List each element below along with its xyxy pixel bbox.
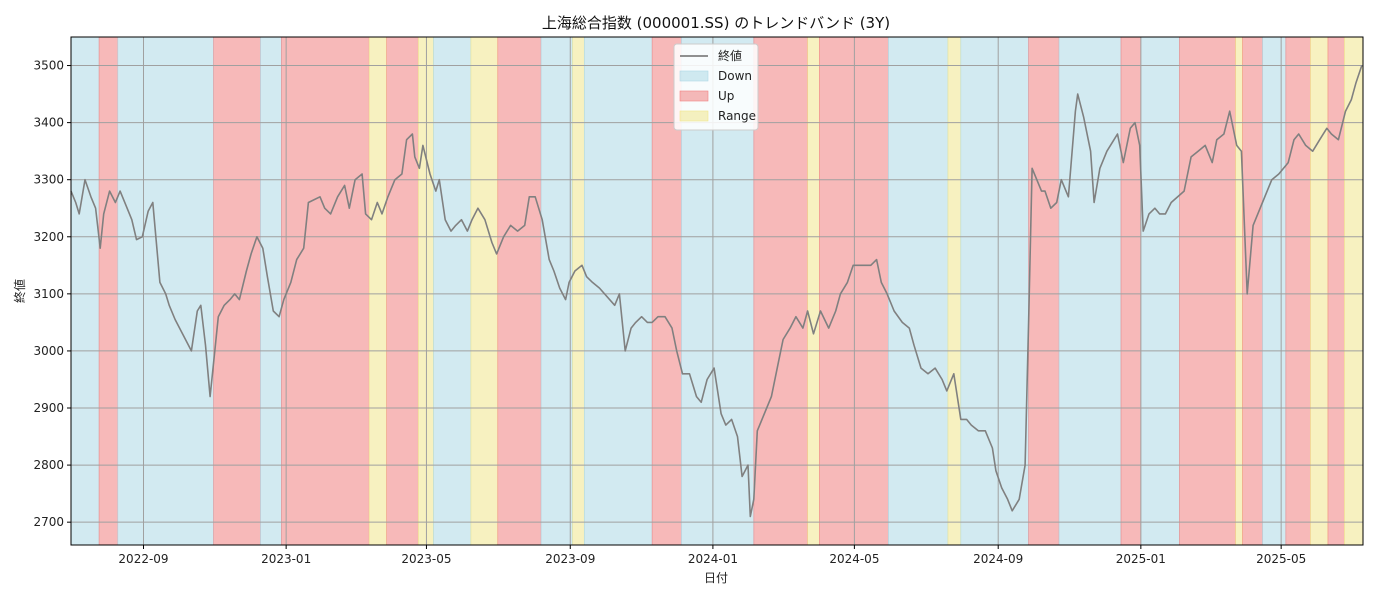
- x-tick-label: 2025-05: [1256, 552, 1306, 566]
- legend-label: Range: [718, 109, 756, 123]
- band-down: [960, 36, 1029, 546]
- band-up: [1179, 36, 1236, 546]
- band-up: [281, 36, 370, 546]
- legend: 終値 Down Up Range: [673, 43, 759, 131]
- band-up: [213, 36, 261, 546]
- x-axis-ticks: 2022-09 2023-01 2023-05 2023-09 2024-01 2024-…: [118, 545, 1306, 566]
- y-tick-label: 3100: [33, 287, 64, 301]
- band-up: [98, 36, 119, 546]
- y-tick-label: 2700: [33, 515, 64, 529]
- band-range: [417, 36, 434, 546]
- band-range: [807, 36, 820, 546]
- band-range: [1235, 36, 1243, 546]
- band-up: [819, 36, 889, 546]
- band-up: [386, 36, 419, 546]
- x-tick-label: 2022-09: [118, 552, 168, 566]
- legend-label: Down: [718, 69, 752, 83]
- legend-swatch-down: [679, 70, 709, 82]
- band-range: [572, 36, 585, 546]
- legend-label: 終値: [718, 48, 742, 63]
- band-down: [1140, 36, 1180, 546]
- band-up: [1120, 36, 1142, 546]
- legend-label: Up: [718, 89, 734, 103]
- series-line: [70, 65, 1363, 518]
- band-down: [583, 36, 653, 546]
- x-tick-label: 2023-01: [261, 552, 311, 566]
- y-tick-label: 3000: [33, 344, 64, 358]
- close-price-series: [70, 65, 1363, 518]
- band-down: [1058, 36, 1122, 546]
- y-axis-title: 終値: [12, 279, 27, 303]
- x-tick-label: 2025-01: [1116, 552, 1166, 566]
- y-tick-label: 3500: [33, 59, 64, 73]
- band-down: [433, 36, 472, 546]
- y-tick-label: 3300: [33, 173, 64, 187]
- band-up: [1242, 36, 1263, 546]
- band-range: [1343, 36, 1364, 546]
- band-up: [1028, 36, 1060, 546]
- y-tick-label: 3400: [33, 116, 64, 130]
- x-axis-title: 日付: [704, 571, 728, 585]
- chart-title: 上海総合指数 (000001.SS) のトレンドバンド (3Y): [542, 14, 890, 32]
- trend-bands: [70, 36, 1364, 546]
- y-axis-ticks: 2700 2800 2900 3000 3100 3200 3300 3400 3500: [33, 59, 71, 529]
- band-up: [1327, 36, 1345, 546]
- band-down: [887, 36, 949, 546]
- y-tick-label: 2800: [33, 458, 64, 472]
- legend-swatch-range: [679, 110, 709, 122]
- y-tick-label: 2900: [33, 401, 64, 415]
- band-down: [1262, 36, 1287, 546]
- legend-box: [673, 43, 759, 131]
- band-down: [260, 36, 282, 546]
- band-range: [947, 36, 962, 546]
- y-tick-label: 3200: [33, 230, 64, 244]
- band-up: [1285, 36, 1311, 546]
- band-up: [497, 36, 542, 546]
- band-down: [117, 36, 214, 546]
- x-tick-label: 2024-05: [829, 552, 879, 566]
- x-tick-label: 2023-05: [401, 552, 451, 566]
- band-up: [753, 36, 808, 546]
- x-tick-label: 2024-01: [688, 552, 738, 566]
- x-tick-label: 2023-09: [545, 552, 595, 566]
- x-tick-label: 2024-09: [973, 552, 1023, 566]
- legend-swatch-up: [679, 90, 709, 102]
- band-down: [70, 36, 100, 546]
- band-range: [368, 36, 387, 546]
- band-range: [1310, 36, 1329, 546]
- band-range: [470, 36, 499, 546]
- plot-frame: [70, 36, 1364, 546]
